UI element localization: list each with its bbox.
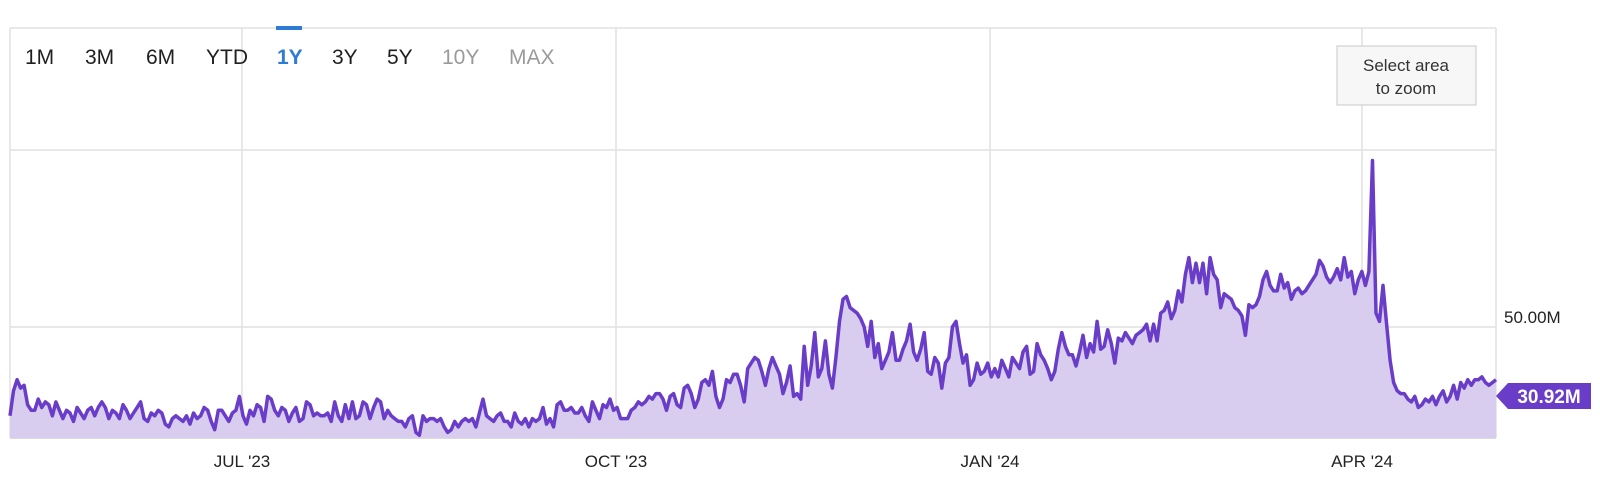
range-button-3m[interactable]: 3M [85, 46, 114, 69]
zoom-hint-box [1336, 45, 1477, 106]
zoom-hint: Select area to zoom [1336, 45, 1477, 106]
range-button-1y[interactable]: 1Y [277, 46, 303, 69]
x-tick-label: JUL '23 [214, 452, 270, 471]
range-selector: 1M 3M 6M YTD 1Y 3Y 5Y 10Y MAX [25, 26, 555, 69]
range-button-10y[interactable]: 10Y [442, 46, 479, 69]
range-button-5y[interactable]: 5Y [387, 46, 413, 69]
range-button-3y[interactable]: 3Y [332, 46, 358, 69]
volume-area [10, 160, 1496, 438]
x-tick-label: OCT '23 [585, 452, 647, 471]
range-button-1m[interactable]: 1M [25, 46, 54, 69]
zoom-hint-line1: Select area [1363, 56, 1450, 75]
last-value-badge-shape [1496, 383, 1591, 409]
last-value-text: 30.92M [1517, 387, 1580, 408]
active-range-indicator [276, 26, 302, 30]
range-button-6m[interactable]: 6M [146, 46, 175, 69]
volume-line [8, 158, 1498, 437]
x-tick-label: JAN '24 [961, 452, 1020, 471]
zoom-hint-line2: to zoom [1376, 79, 1436, 98]
y-tick-label: 50.00M [1504, 308, 1561, 327]
x-tick-label: APR '24 [1331, 452, 1393, 471]
last-value-badge: 30.92M [1496, 383, 1591, 409]
range-button-max[interactable]: MAX [509, 46, 555, 69]
range-button-ytd[interactable]: YTD [206, 46, 248, 69]
